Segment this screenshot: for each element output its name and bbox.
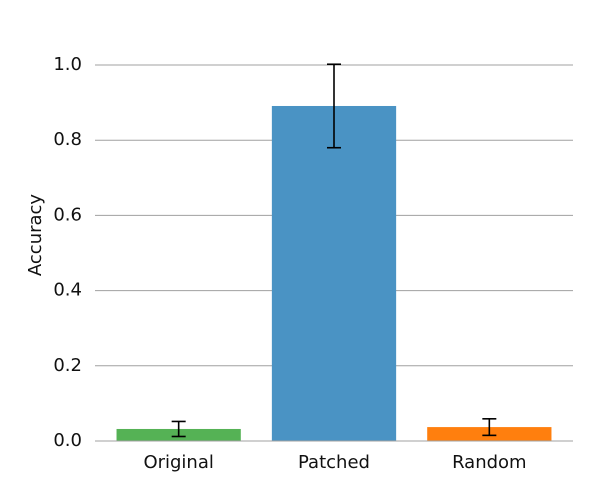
error-bar: [482, 418, 497, 437]
error-bar: [327, 63, 341, 149]
x-tick-label: Random: [452, 452, 527, 473]
y-tick-label: 0.6: [53, 204, 82, 225]
y-tick-label: 0.8: [53, 129, 82, 150]
y-tick-label: 0.0: [53, 430, 82, 451]
x-tick-label: Original: [143, 452, 213, 473]
x-tick-label: Patched: [298, 452, 370, 473]
y-tick-label: 0.4: [53, 280, 82, 301]
error-bar: [171, 420, 186, 438]
y-tick-label: 0.2: [53, 355, 82, 376]
y-axis-label: Accuracy: [25, 194, 46, 277]
y-tick-label: 1.0: [53, 54, 82, 75]
bar: [271, 105, 397, 441]
